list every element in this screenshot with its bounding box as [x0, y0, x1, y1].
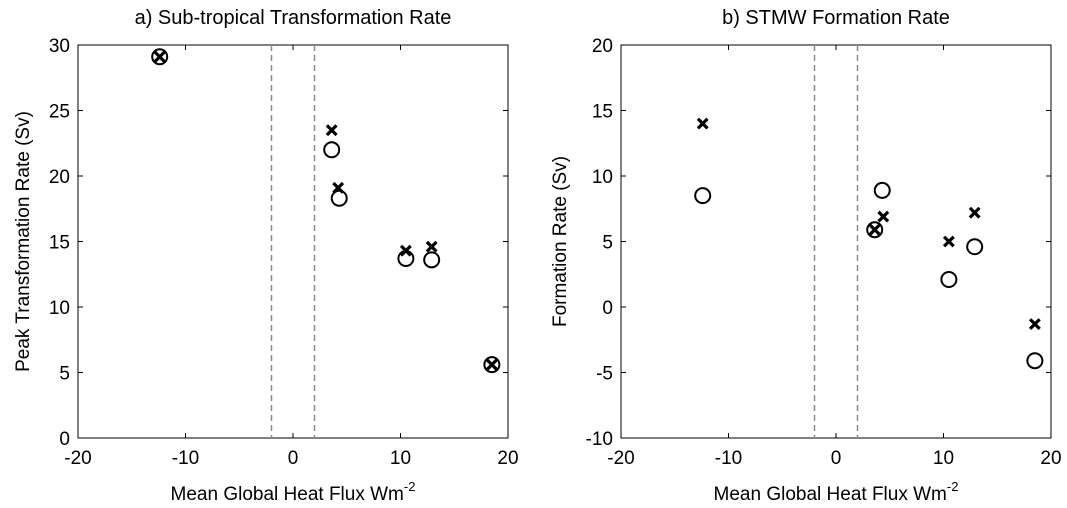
- x-tick-label: -20: [607, 448, 634, 469]
- circle-marker: [151, 48, 169, 66]
- y-tick-label: 20: [592, 36, 613, 57]
- x-axis-label-text: Mean Global Heat Flux Wm: [171, 484, 404, 505]
- x-tick-label: 10: [933, 448, 954, 469]
- reference-lines: [813, 45, 859, 438]
- x-marker: [877, 210, 890, 223]
- x-axis-label-text: Mean Global Heat Flux Wm: [714, 484, 947, 505]
- x-tick-label: 20: [497, 448, 518, 469]
- x-tick-label: -10: [715, 448, 742, 469]
- x-marker: [153, 50, 166, 63]
- x-marker: [942, 235, 955, 248]
- y-tick-label: 20: [49, 167, 70, 188]
- y-tick-label: 5: [602, 233, 613, 254]
- x-marker: [868, 223, 881, 236]
- chart-title: b) STMW Formation Rate: [722, 7, 950, 29]
- circle-marker: [940, 270, 958, 288]
- circle-marker: [694, 187, 712, 205]
- circle-marker: [330, 189, 348, 207]
- y-tick-label: 30: [49, 36, 70, 57]
- circle-marker: [966, 238, 984, 256]
- plot-area: [77, 44, 509, 439]
- circle-marker: [866, 221, 884, 239]
- x-tick-label: 20: [1040, 448, 1061, 469]
- y-tick-label: 15: [592, 102, 613, 123]
- x-tick-label: -20: [64, 448, 91, 469]
- x-marker: [425, 240, 438, 253]
- y-tick-label: 25: [49, 102, 70, 123]
- y-tick-label: -10: [586, 429, 613, 450]
- y-axis-label: Formation Rate (Sv): [550, 156, 571, 327]
- circle-marker: [397, 250, 415, 268]
- reference-lines: [270, 45, 316, 438]
- panel-a: a) Sub-tropical Transformation Rate -20-…: [13, 7, 519, 505]
- circle-marker: [873, 181, 891, 199]
- data-marks: [151, 48, 501, 374]
- y-tick-label: 0: [59, 429, 70, 450]
- x-marker: [325, 124, 338, 137]
- circle-marker: [323, 141, 341, 159]
- x-axis-label-exponent: -2: [404, 479, 416, 494]
- circle-marker: [1026, 352, 1044, 370]
- x-tick-label: 0: [831, 448, 842, 469]
- y-tick-label: 0: [602, 298, 613, 319]
- data-marks: [694, 117, 1044, 370]
- circle-marker: [423, 251, 441, 269]
- x-axis-label: Mean Global Heat Flux Wm-2: [171, 479, 416, 505]
- x-marker: [696, 117, 709, 130]
- x-axis-label-exponent: -2: [947, 479, 959, 494]
- panel-b: b) STMW Formation Rate -20 -10 0 10 20-10-50…: [550, 7, 1062, 505]
- y-tick-label: 5: [59, 364, 70, 385]
- y-tick-label: 15: [49, 233, 70, 254]
- plot-area: [620, 44, 1052, 439]
- y-tick-label: 10: [592, 167, 613, 188]
- axis-ticks: -20 -10 0 10 20 0 5 10 15 20 25 30: [49, 36, 519, 469]
- x-tick-label: 0: [288, 448, 299, 469]
- y-tick-label: 10: [49, 298, 70, 319]
- x-axis-label: Mean Global Heat Flux Wm-2: [714, 479, 959, 505]
- x-marker: [485, 358, 498, 371]
- x-tick-label: 10: [390, 448, 411, 469]
- x-marker: [1028, 318, 1041, 330]
- chart-title: a) Sub-tropical Transformation Rate: [135, 7, 452, 29]
- x-tick-label: -10: [172, 448, 199, 469]
- y-axis-label: Peak Transformation Rate (Sv): [13, 111, 34, 372]
- y-tick-label: -5: [596, 364, 613, 385]
- circle-marker: [483, 356, 501, 374]
- x-marker: [968, 206, 981, 219]
